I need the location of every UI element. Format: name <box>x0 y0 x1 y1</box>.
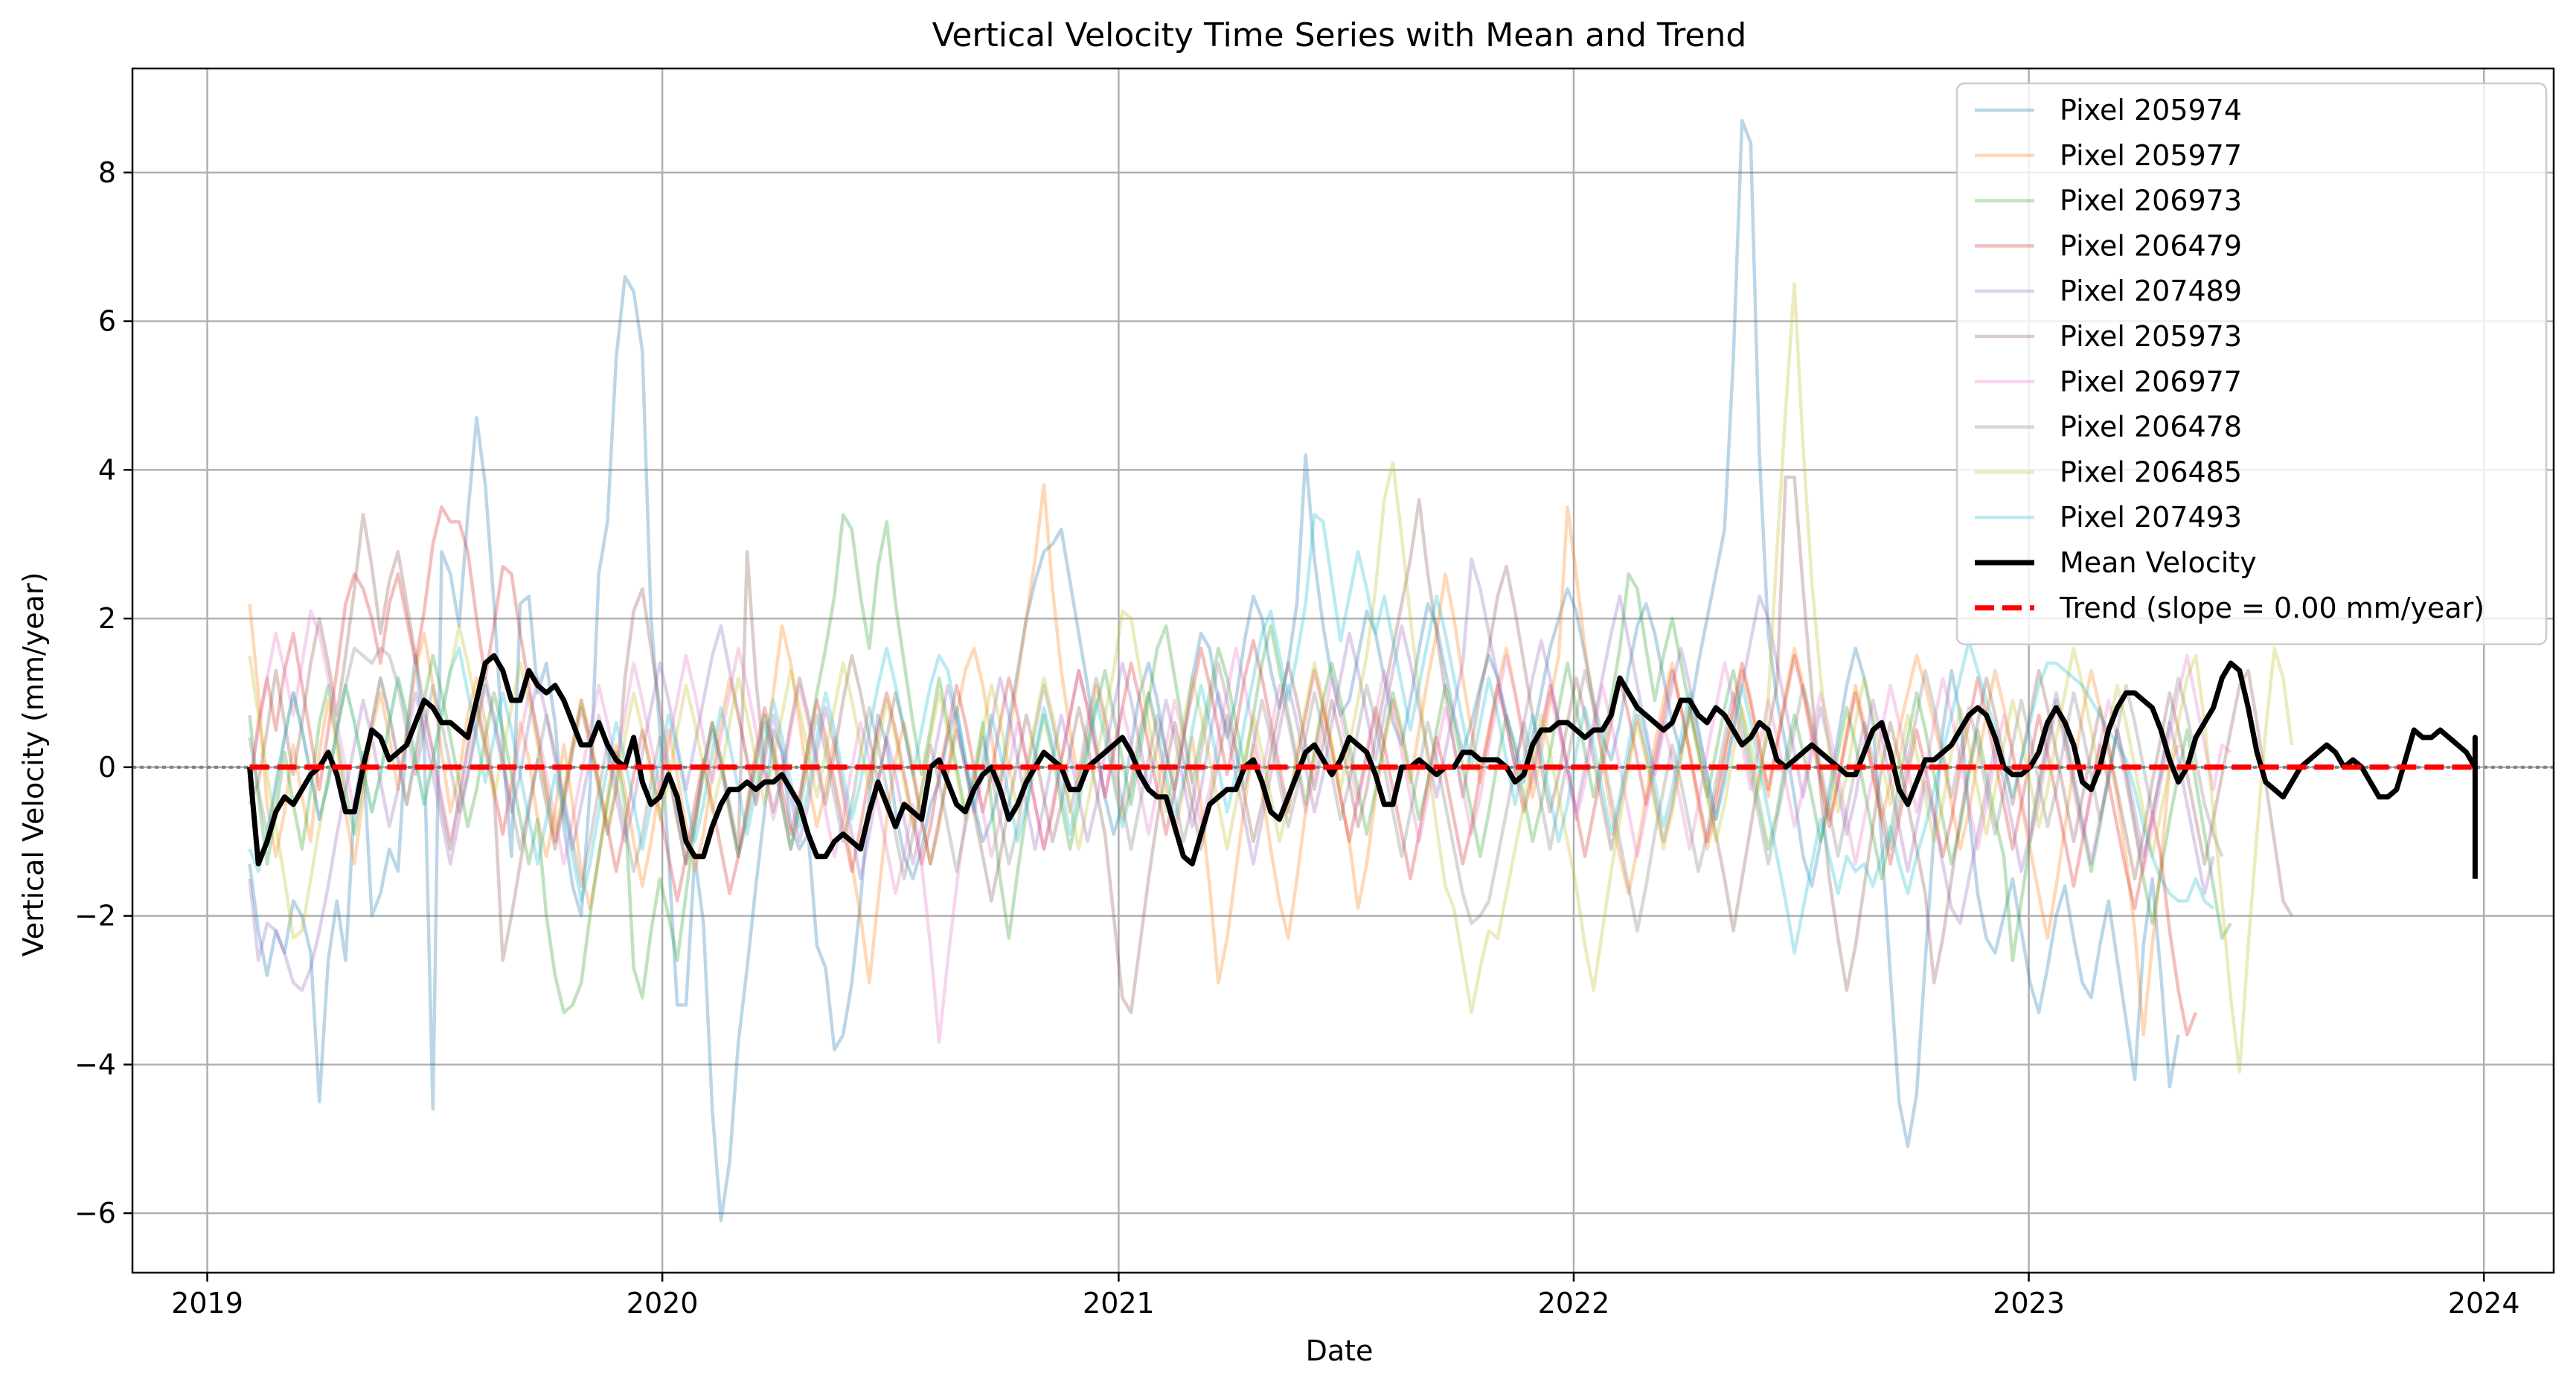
x-tick-label: 2023 <box>1993 1287 2065 1320</box>
legend-label: Pixel 206478 <box>2060 411 2242 444</box>
series-line-pixel-205974 <box>248 118 2180 1223</box>
legend-label: Pixel 207493 <box>2060 501 2242 534</box>
y-tick-label: 6 <box>98 305 116 338</box>
chart-title: Vertical Velocity Time Series with Mean … <box>932 16 1747 54</box>
y-tick-label: −4 <box>74 1048 116 1081</box>
legend-box <box>1955 82 2548 645</box>
series-line-pixel-206977 <box>248 609 2232 1044</box>
legend-label: Pixel 207489 <box>2060 275 2242 307</box>
legend: Pixel 205974 Pixel 205977 Pixel 206973 Pixe… <box>1955 82 2548 645</box>
y-tick-label: 8 <box>98 156 116 189</box>
legend-label: Pixel 206977 <box>2060 365 2242 398</box>
x-axis: 2019 2020 2021 2022 2023 2024 <box>171 1273 2520 1320</box>
series-line-pixel-206973 <box>248 513 2232 1014</box>
legend-label: Pixel 205977 <box>2060 139 2242 172</box>
y-axis: −6 −4 −2 0 2 4 6 8 <box>74 156 132 1229</box>
series-line-pixel-206478 <box>248 646 2224 933</box>
x-tick-label: 2021 <box>1083 1287 1155 1320</box>
series-line-pixel-205977 <box>248 483 2180 1037</box>
y-axis-label: Vertical Velocity (mm/year) <box>17 572 50 957</box>
y-tick-label: −2 <box>74 900 116 933</box>
x-tick-label: 2024 <box>2448 1287 2520 1320</box>
series-lines <box>247 118 2478 1223</box>
x-tick-label: 2019 <box>171 1287 243 1320</box>
series-line-pixel-207489 <box>248 557 2215 992</box>
y-tick-label: 2 <box>98 602 116 635</box>
legend-label: Pixel 205974 <box>2060 94 2242 127</box>
legend-label: Pixel 206973 <box>2060 185 2242 217</box>
legend-label: Mean Velocity <box>2060 546 2257 579</box>
x-tick-label: 2022 <box>1538 1287 1610 1320</box>
series-line-pixel-206485 <box>248 282 2294 1074</box>
y-tick-label: −6 <box>74 1197 116 1229</box>
x-axis-label: Date <box>1306 1334 1374 1367</box>
legend-label: Pixel 205973 <box>2060 320 2242 353</box>
legend-label: Pixel 206479 <box>2060 229 2242 262</box>
plot-frame <box>131 67 2555 1274</box>
series-line-pixel-207493 <box>248 513 2215 955</box>
series-line-pixel-206479 <box>248 505 2198 1037</box>
y-tick-label: 0 <box>98 751 116 784</box>
legend-label: Trend (slope = 0.00 mm/year) <box>2059 592 2484 624</box>
y-tick-label: 4 <box>98 453 116 486</box>
x-tick-label: 2020 <box>627 1287 699 1320</box>
legend-label: Pixel 206485 <box>2060 455 2242 488</box>
